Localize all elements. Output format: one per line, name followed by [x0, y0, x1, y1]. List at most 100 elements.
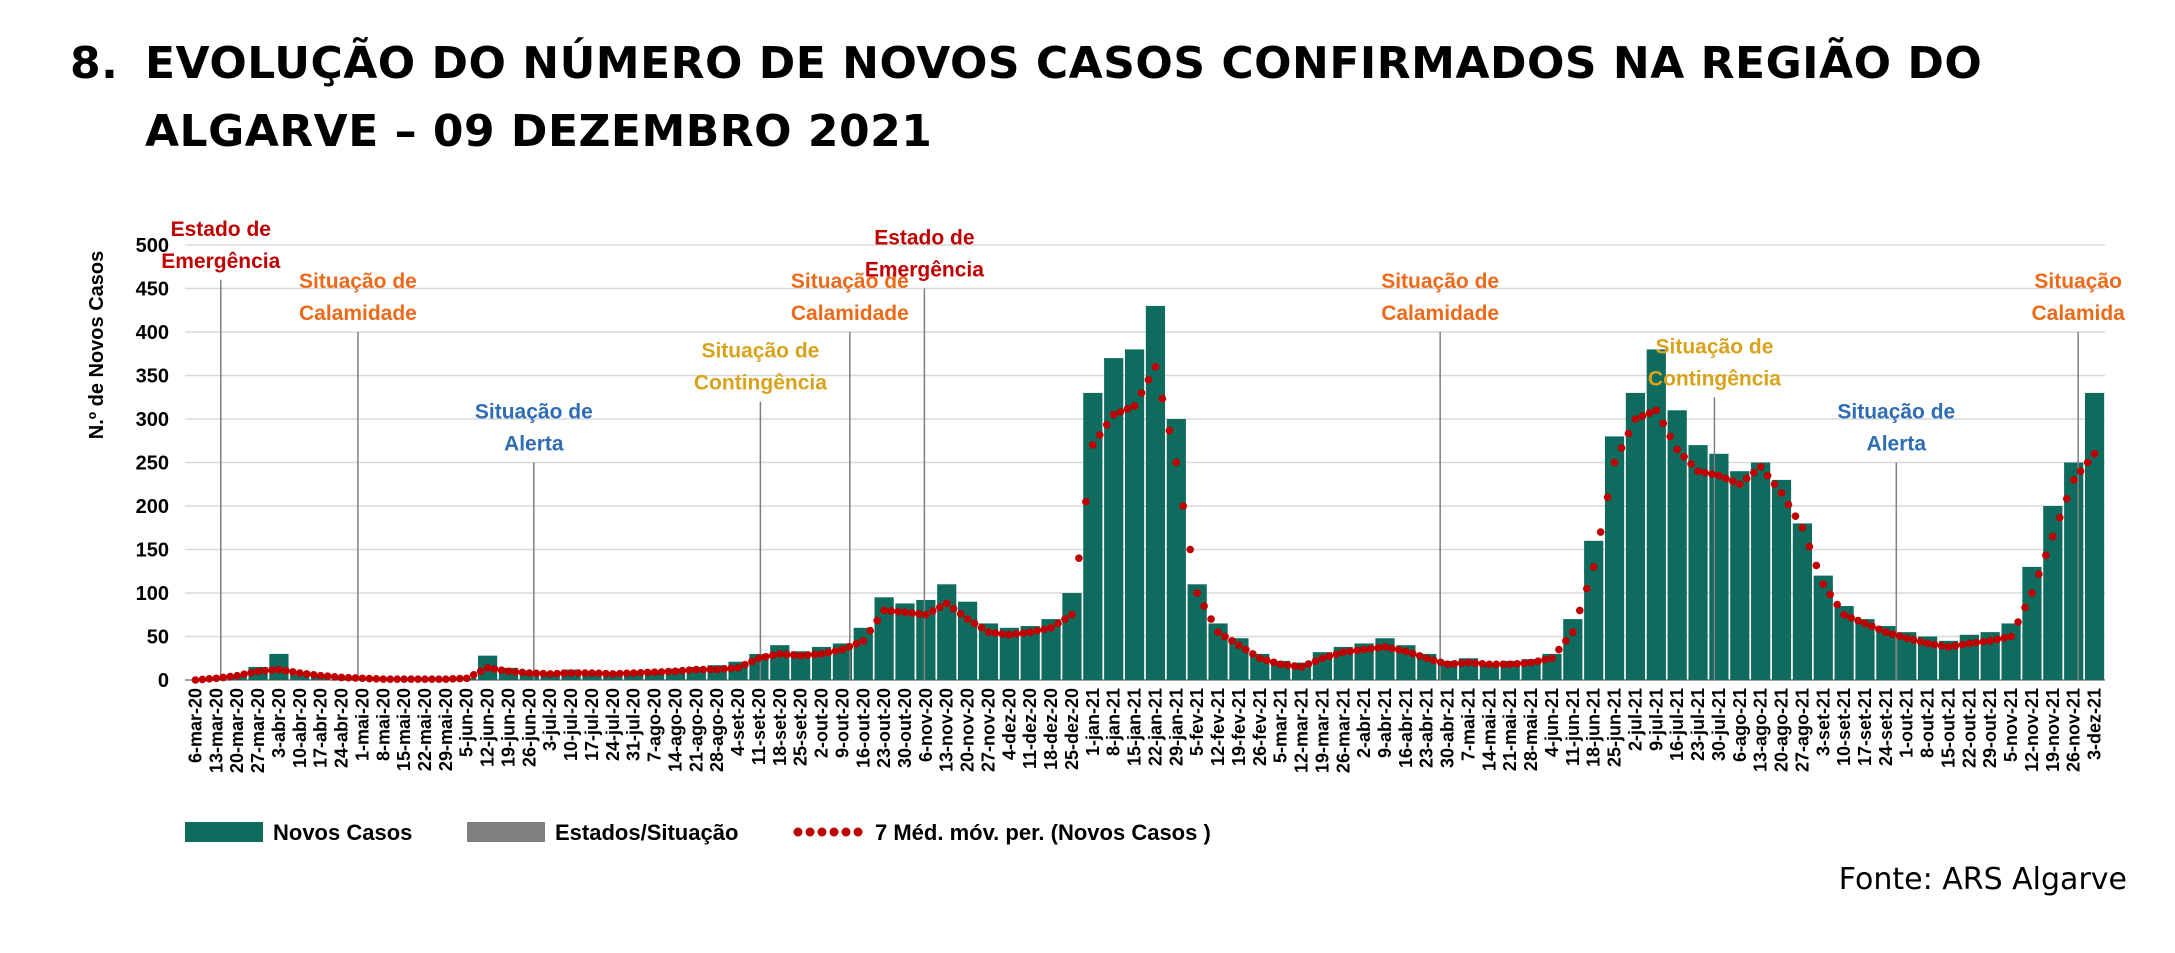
moving-average-point — [1527, 658, 1535, 667]
moving-average-point — [1986, 637, 1995, 645]
y-tick-label: 250 — [136, 453, 169, 475]
moving-average-point — [1235, 641, 1243, 649]
state-annotation: Situação de — [1381, 270, 1499, 293]
moving-average-point — [476, 667, 485, 676]
moving-average-point — [1805, 542, 1814, 551]
x-tick-label: 9-abr-21 — [1375, 688, 1395, 758]
moving-average-point — [518, 668, 527, 677]
moving-average-point — [622, 669, 631, 678]
x-tick-label: 3-set-21 — [1813, 688, 1833, 756]
moving-average-point — [859, 637, 868, 645]
state-annotation: Calamidade — [299, 302, 417, 325]
x-tick-label: 26-nov-21 — [2064, 688, 2084, 772]
x-tick-label: 13-mar-20 — [206, 688, 226, 773]
x-tick-label: 30-abr-21 — [1438, 688, 1458, 768]
moving-average-point — [1402, 647, 1410, 656]
moving-average-point — [636, 668, 645, 677]
moving-average-point — [1311, 657, 1320, 665]
state-annotation: Calamidade — [791, 302, 909, 325]
moving-average-point — [191, 676, 200, 684]
moving-average-point — [1840, 610, 1848, 619]
moving-average-point — [2069, 476, 2078, 484]
x-tick-label: 21-mai-21 — [1500, 688, 1520, 771]
bar — [1897, 632, 1917, 680]
moving-average-point — [1415, 652, 1424, 660]
moving-average-point — [824, 648, 833, 657]
moving-average-point — [1763, 471, 1772, 480]
legend-swatch-avg — [829, 827, 839, 837]
bar — [1813, 575, 1833, 680]
moving-average-point — [1889, 630, 1897, 638]
y-tick-label: 500 — [136, 235, 169, 257]
state-annotation: Emergência — [161, 250, 280, 273]
moving-average-point — [1895, 632, 1904, 641]
moving-average-point — [1742, 474, 1751, 483]
moving-average-point — [490, 665, 499, 673]
moving-average-point — [365, 674, 374, 683]
x-tick-label: 17-set-21 — [1855, 688, 1875, 766]
x-tick-label: 27-ago-21 — [1792, 688, 1812, 772]
moving-average-point — [483, 664, 492, 672]
moving-average-point — [351, 674, 360, 682]
x-tick-label: 15-mai-20 — [394, 688, 414, 771]
x-tick-label: 5-nov-21 — [2001, 688, 2021, 762]
moving-average-point — [1457, 659, 1466, 667]
x-tick-label: 22-mai-20 — [415, 688, 435, 771]
legend-swatch-bars — [185, 822, 263, 842]
moving-average-point — [358, 674, 367, 683]
moving-average-point — [1040, 625, 1048, 634]
moving-average-point — [657, 668, 666, 676]
moving-average-point — [1930, 640, 1939, 649]
y-tick-label: 150 — [136, 540, 169, 562]
moving-average-point — [1645, 409, 1654, 418]
state-annotation: Estado de — [874, 227, 974, 250]
bar — [1145, 305, 1166, 680]
x-tick-label: 16-out-20 — [853, 688, 873, 768]
moving-average-point — [1937, 641, 1946, 650]
moving-average-point — [581, 669, 589, 677]
moving-average-point — [1332, 650, 1341, 658]
moving-average-point — [1339, 648, 1348, 656]
legend: Novos Casos Estados/Situação 7 Méd. móv. p… — [185, 820, 1211, 845]
bar — [1730, 471, 1750, 680]
x-tick-label: 5-mar-21 — [1271, 688, 1291, 763]
moving-average-point — [1875, 625, 1883, 634]
moving-average-point — [1193, 589, 1201, 597]
bar — [1020, 626, 1040, 680]
moving-average-point — [1687, 460, 1695, 468]
moving-average-point — [1436, 658, 1445, 667]
y-tick-labels: 0 50 100 150 200 250 300 350 400 450 500 — [136, 235, 169, 692]
moving-average-point — [1979, 637, 1988, 646]
moving-average-point — [1735, 480, 1744, 489]
moving-average-point — [1659, 419, 1668, 428]
title-number: 8. — [70, 38, 119, 89]
moving-average-point — [2042, 551, 2050, 560]
moving-average-point — [1882, 628, 1890, 636]
legend-label: 7 Méd. móv. per. (Novos Casos ) — [875, 820, 1211, 845]
moving-average-point — [372, 675, 381, 683]
moving-average-point — [1089, 441, 1097, 449]
moving-average-point — [1228, 637, 1236, 645]
moving-average-point — [1005, 630, 1014, 639]
bar — [853, 627, 873, 680]
state-annotation: Situação de — [1837, 401, 1955, 424]
moving-average-point — [1269, 658, 1278, 667]
x-tick-label: 17-abr-20 — [311, 688, 331, 768]
moving-average-point — [595, 669, 603, 678]
x-tick-label: 6-nov-20 — [916, 688, 936, 762]
moving-average-point — [873, 616, 881, 625]
legend-swatch-avg — [853, 827, 863, 837]
legend-swatch-avg — [817, 827, 827, 837]
moving-average-point — [1165, 426, 1174, 435]
moving-average-point — [1548, 654, 1556, 663]
bar — [1938, 640, 1959, 680]
x-tick-label: 29-jan-21 — [1166, 688, 1186, 766]
bar — [1083, 392, 1103, 680]
x-tick-label: 30-out-20 — [895, 688, 915, 768]
x-tick-label: 8-mai-20 — [373, 688, 393, 761]
moving-average-point — [330, 673, 339, 681]
moving-average-point — [1868, 622, 1876, 631]
x-tick-label: 11-jun-21 — [1563, 688, 1583, 766]
moving-average-point — [212, 674, 221, 683]
